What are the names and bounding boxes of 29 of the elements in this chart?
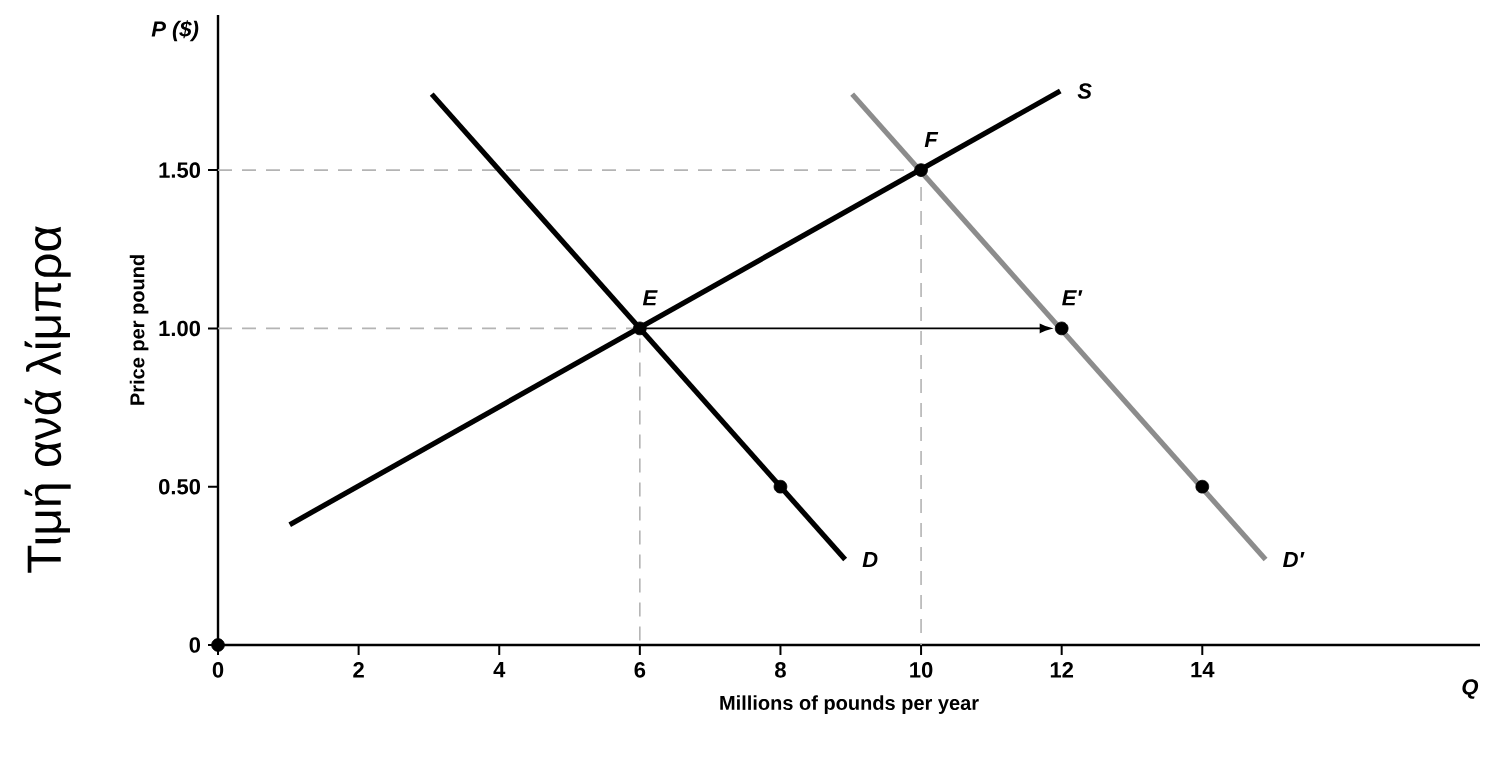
- y-axis-title: Price per pound: [129, 255, 149, 405]
- x-tick-label: 6: [634, 662, 646, 678]
- y-tick-label: 1.00: [159, 320, 201, 337]
- point: [1054, 321, 1069, 336]
- x-tick-label: 0: [212, 662, 224, 678]
- x-axis-title: Millions of pounds per year: [720, 695, 979, 714]
- text: Q: [1462, 679, 1479, 699]
- annotation: E′: [1062, 290, 1083, 306]
- point: [773, 479, 788, 494]
- point: [633, 321, 647, 336]
- y-tick-label: 0.50: [159, 478, 201, 495]
- annotation: E: [642, 290, 658, 306]
- x-tick-label: 8: [775, 662, 786, 678]
- text: P ($): [151, 20, 199, 42]
- annotation: F: [924, 131, 939, 148]
- series-label: D: [862, 551, 878, 568]
- x-tick-label: 14: [1191, 662, 1215, 678]
- x-tick-label: 2: [353, 662, 364, 678]
- series-label: S: [1077, 83, 1092, 99]
- point: [914, 163, 928, 177]
- y-tick-label: 1.50: [159, 162, 201, 178]
- text: Τιμή ανά λίμπρα: [24, 226, 71, 573]
- x-tick-label: 4: [493, 662, 506, 678]
- series-label: D′: [1283, 551, 1305, 568]
- y-tick-label: 0: [189, 637, 201, 653]
- point: [211, 638, 225, 652]
- x-tick-label: 12: [1050, 662, 1074, 678]
- x-tick-label: 10: [910, 662, 933, 678]
- point: [1195, 479, 1210, 494]
